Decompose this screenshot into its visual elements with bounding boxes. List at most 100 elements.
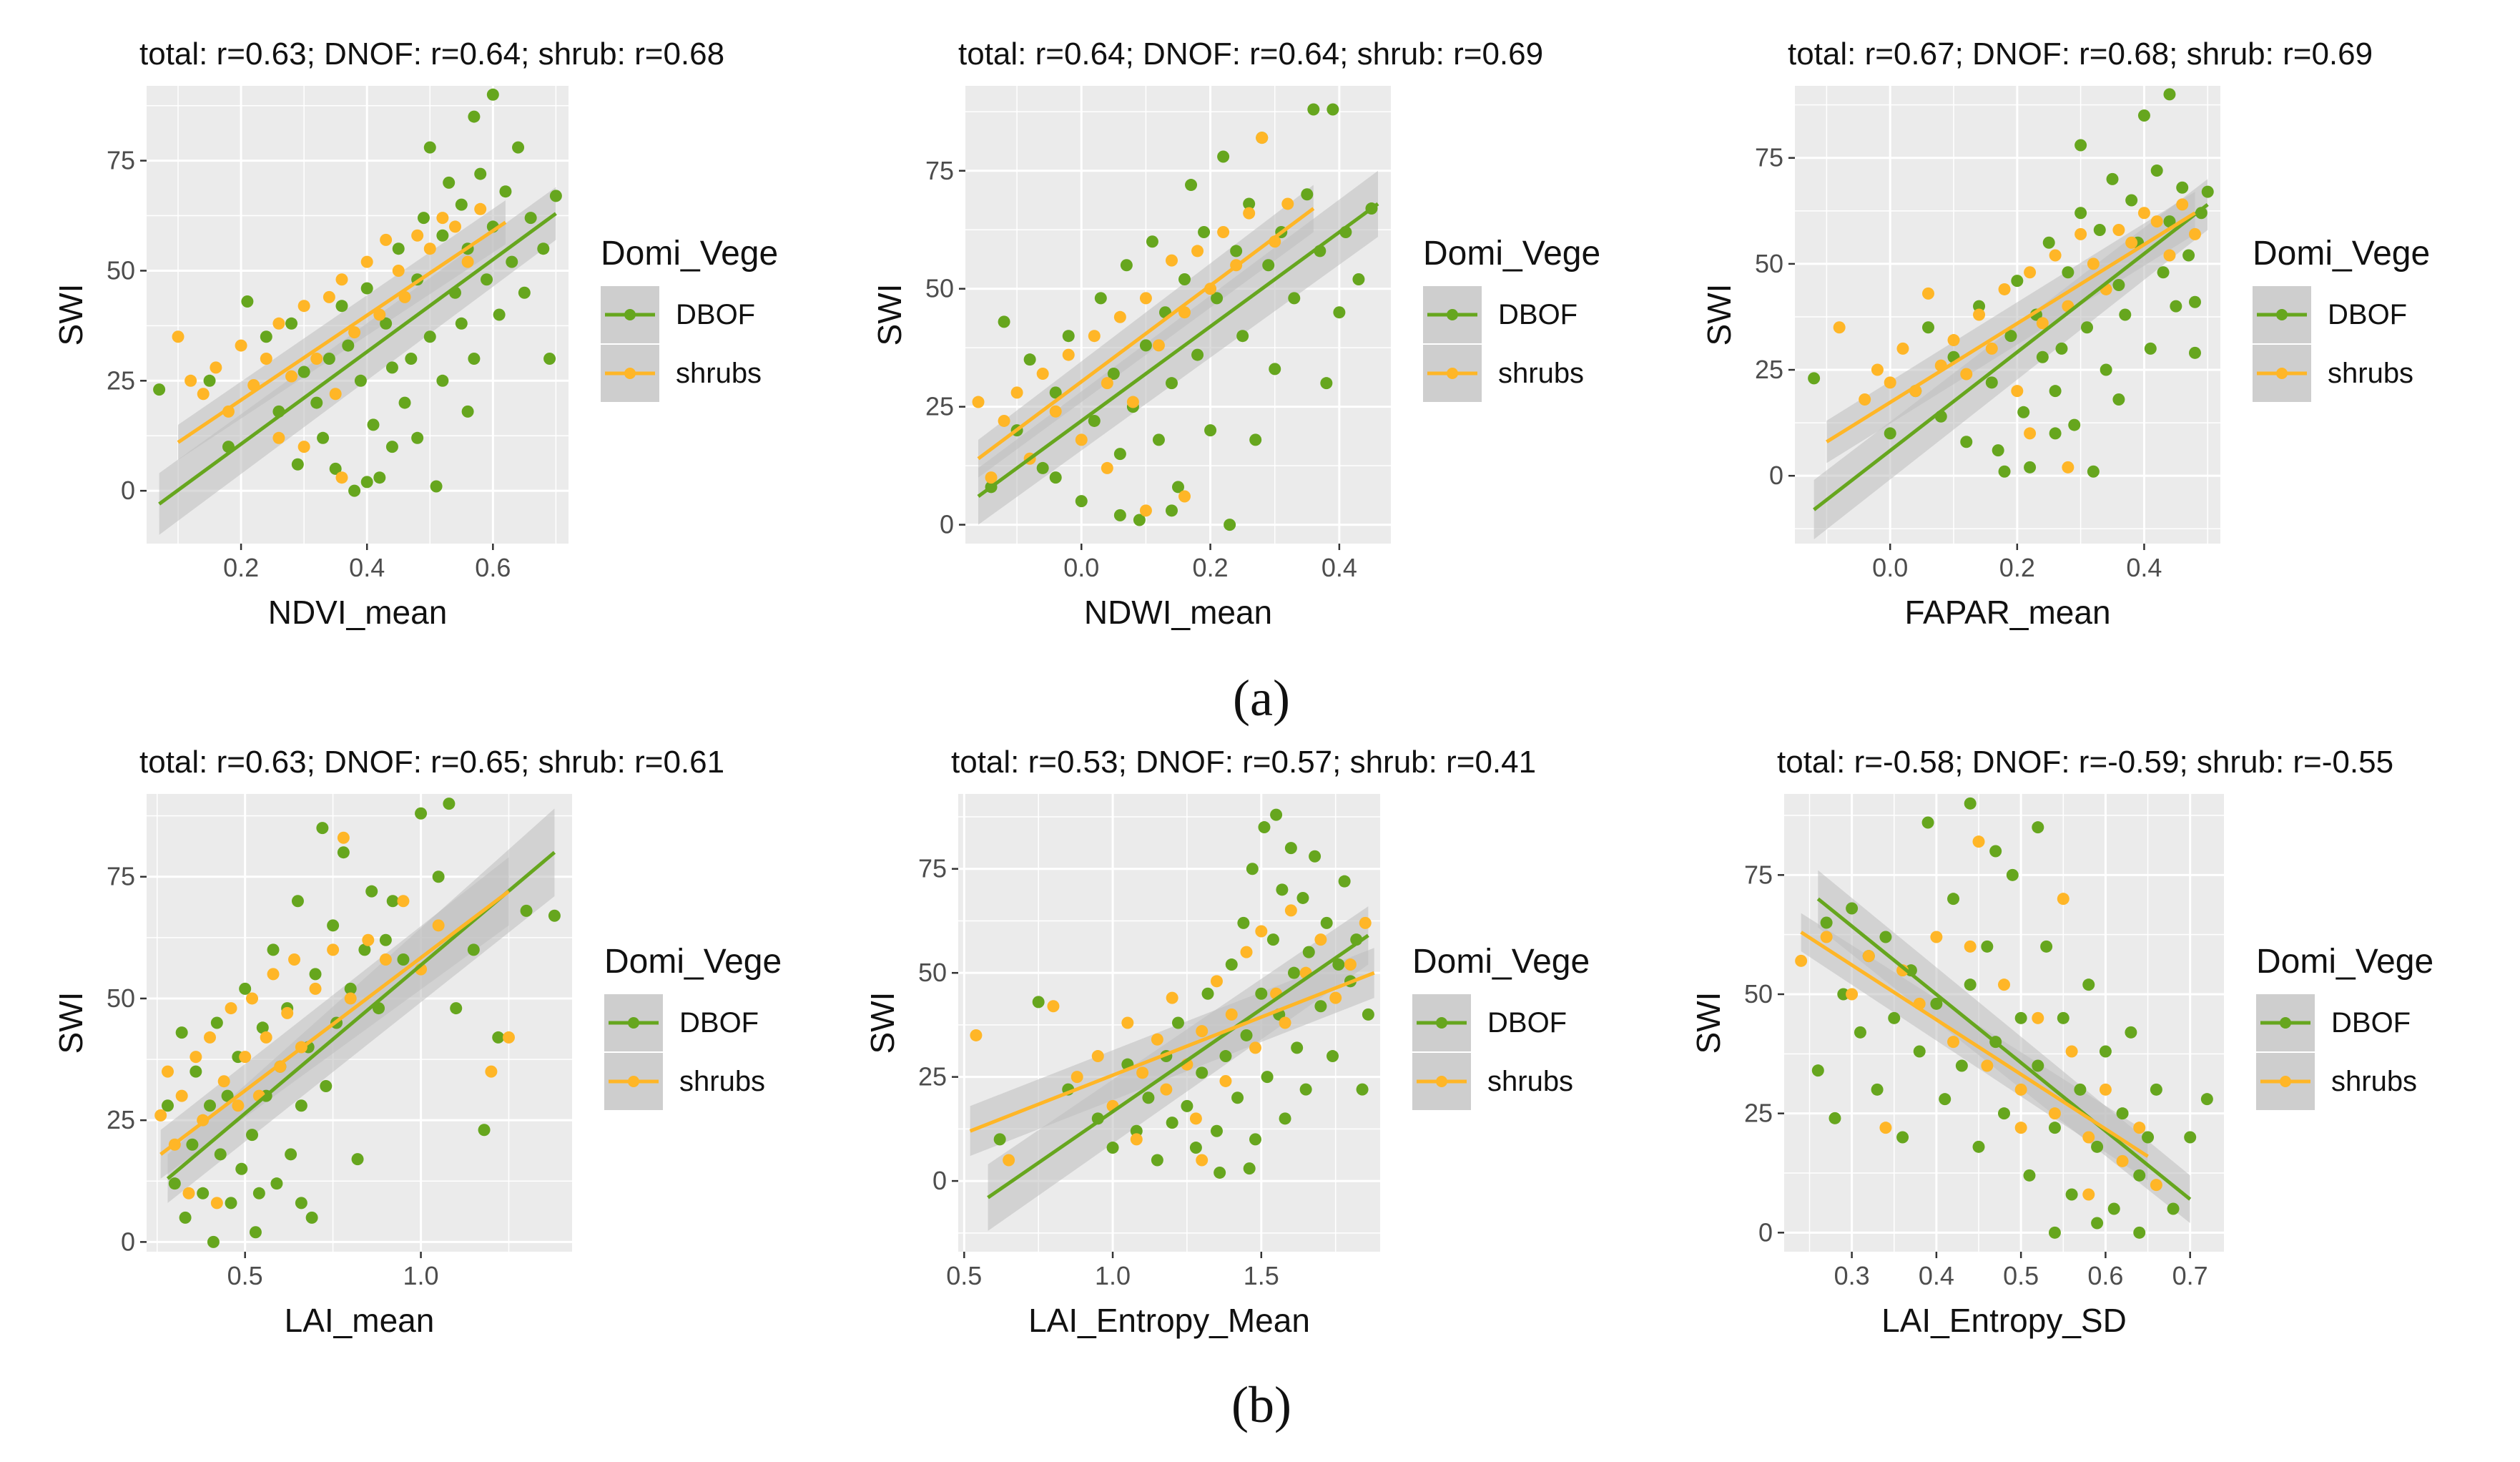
data-point-shrubs	[970, 1029, 983, 1041]
data-point-shrubs	[184, 374, 197, 387]
data-point-shrubs	[272, 431, 285, 444]
confidence-band-shrubs	[178, 200, 506, 461]
data-point-DBOF	[305, 1211, 318, 1224]
data-point-DBOF	[291, 895, 304, 908]
legend-dot-DBOF	[1436, 1017, 1447, 1029]
data-point-shrubs	[2150, 215, 2163, 228]
data-point-DBOF	[1172, 481, 1184, 494]
data-point-DBOF	[1811, 1064, 1824, 1077]
data-point-shrubs	[2014, 1083, 2027, 1096]
data-point-DBOF	[207, 1235, 220, 1248]
data-point-DBOF	[2184, 1131, 2197, 1144]
data-point-DBOF	[2091, 1217, 2104, 1230]
data-point-DBOF	[267, 943, 280, 956]
data-point-shrubs	[985, 471, 998, 484]
series-shrubs	[172, 202, 487, 484]
data-point-shrubs	[1178, 306, 1191, 319]
data-point-shrubs	[1217, 226, 1230, 239]
data-point-DBOF	[1960, 436, 1973, 448]
y-tick-label: 25	[107, 366, 135, 395]
data-point-DBOF	[493, 308, 506, 321]
data-point-shrubs	[2150, 1179, 2162, 1192]
data-point-shrubs	[335, 273, 348, 286]
x-axis-label: FAPAR_mean	[1904, 594, 2110, 631]
legend-dot-shrubs	[628, 1076, 639, 1087]
data-point-shrubs	[1126, 396, 1139, 408]
y-axis-label: SWI	[864, 992, 901, 1054]
data-point-DBOF	[168, 1177, 181, 1190]
fit-line-DBOF	[977, 202, 1379, 499]
data-point-DBOF	[285, 1148, 297, 1161]
data-point-DBOF	[1362, 1008, 1374, 1021]
data-point-DBOF	[1196, 1066, 1209, 1079]
fit-line-shrubs	[969, 971, 1375, 1133]
data-point-DBOF	[2017, 406, 2030, 418]
data-point-DBOF	[1972, 1140, 1985, 1153]
data-point-DBOF	[1185, 179, 1198, 192]
data-point-DBOF	[337, 846, 350, 859]
data-point-DBOF	[2112, 393, 2125, 406]
data-point-shrubs	[232, 1099, 245, 1112]
data-point-shrubs	[1062, 348, 1075, 361]
data-point-shrubs	[344, 992, 357, 1005]
data-point-shrubs	[1243, 207, 1256, 220]
data-point-DBOF	[2167, 1202, 2180, 1215]
legend-dot-shrubs	[624, 368, 636, 379]
series-DBOF	[993, 808, 1374, 1179]
y-tick-label: 25	[107, 1105, 135, 1134]
data-point-shrubs	[1879, 1122, 1892, 1134]
data-point-DBOF	[1224, 519, 1236, 531]
data-point-DBOF	[365, 885, 378, 898]
data-point-shrubs	[2024, 427, 2037, 440]
y-axis-label: SWI	[1700, 284, 1738, 346]
data-point-shrubs	[2014, 1122, 2027, 1134]
data-point-DBOF	[520, 904, 533, 917]
data-point-DBOF	[1955, 1059, 1968, 1072]
data-point-DBOF	[310, 396, 323, 409]
data-point-DBOF	[1320, 916, 1333, 929]
data-point-DBOF	[246, 1129, 259, 1142]
data-point-DBOF	[1225, 958, 1238, 971]
data-point-DBOF	[549, 190, 562, 202]
data-point-shrubs	[310, 353, 323, 366]
fit-line-shrubs	[1826, 211, 2196, 443]
data-point-DBOF	[1352, 273, 1365, 286]
data-point-shrubs	[210, 1197, 223, 1210]
series-shrubs	[1833, 198, 2201, 474]
data-point-shrubs	[190, 1051, 202, 1064]
data-point-DBOF	[518, 286, 531, 299]
data-point-shrubs	[423, 242, 436, 255]
data-point-DBOF	[317, 431, 330, 444]
data-point-DBOF	[1181, 1099, 1193, 1112]
data-point-DBOF	[367, 418, 380, 431]
data-point-DBOF	[411, 431, 424, 444]
data-point-DBOF	[423, 141, 436, 154]
gridlines	[1784, 794, 2224, 1252]
data-point-DBOF	[2125, 194, 2138, 207]
y-axis-label: SWI	[871, 284, 908, 346]
data-point-shrubs	[235, 339, 247, 352]
data-point-shrubs	[1047, 1000, 1060, 1013]
data-point-DBOF	[506, 255, 518, 268]
data-point-DBOF	[2170, 300, 2182, 313]
fit-line-shrubs	[177, 220, 507, 444]
data-point-DBOF	[1106, 1142, 1119, 1154]
data-point-shrubs	[411, 229, 424, 242]
data-point-shrubs	[2112, 223, 2125, 236]
data-point-DBOF	[2133, 1226, 2146, 1239]
x-tick-label: 0.6	[475, 553, 511, 582]
data-point-DBOF	[1198, 226, 1211, 239]
data-point-DBOF	[1139, 339, 1152, 352]
panels-group: 0.2 0.4 0.6 0 25 50 75 total: r=0.63; DNOF: r=0…	[52, 36, 2433, 1339]
data-point-shrubs	[1359, 916, 1372, 929]
x-axis-label: NDWI_mean	[1084, 594, 1272, 631]
data-point-shrubs	[1130, 1133, 1143, 1146]
data-point-DBOF	[1846, 902, 1859, 915]
data-point-DBOF	[1113, 509, 1126, 521]
y-axis-label: SWI	[52, 284, 89, 346]
data-point-shrubs	[2036, 317, 2049, 330]
data-point-DBOF	[327, 919, 340, 932]
data-point-DBOF	[1049, 386, 1062, 399]
data-point-shrubs	[1930, 931, 1943, 943]
data-point-DBOF	[430, 480, 443, 493]
